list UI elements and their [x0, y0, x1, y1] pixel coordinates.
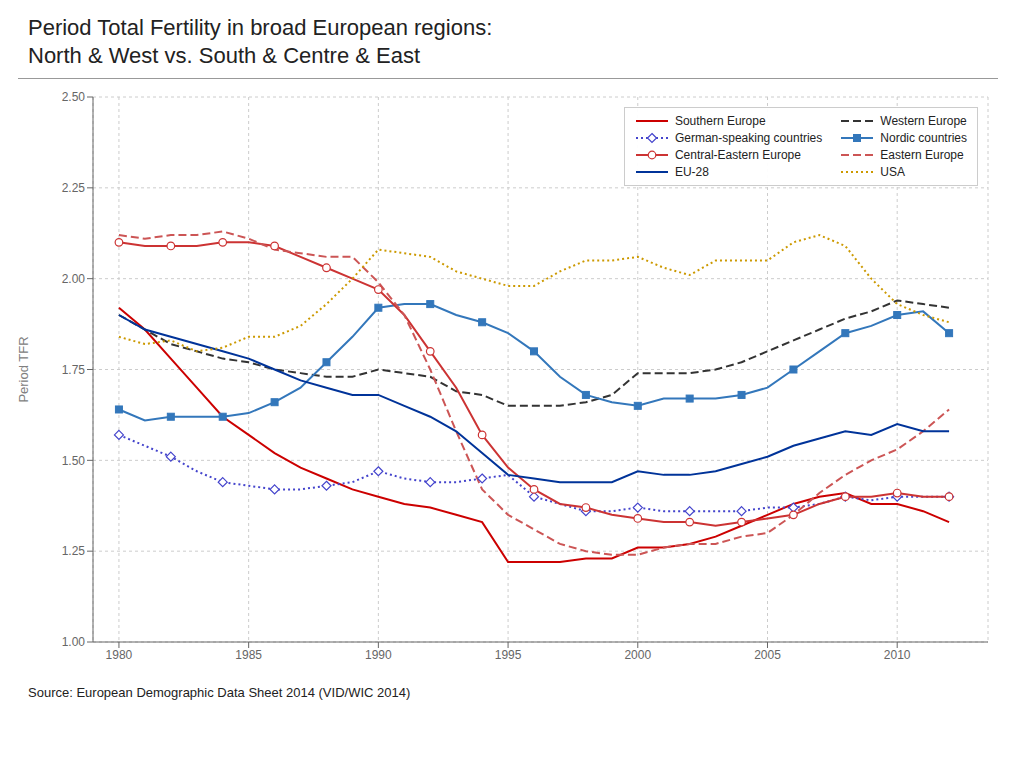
svg-text:2000: 2000 [624, 648, 651, 662]
html-text:EU-28: EU-28 [674, 165, 709, 179]
svg-text:1995: 1995 [495, 648, 522, 662]
html-text:Nordic countries: Nordic countries [880, 131, 967, 145]
svg-text:1990: 1990 [365, 648, 392, 662]
svg-text:2010: 2010 [884, 648, 911, 662]
html-text:USA: USA [880, 165, 905, 179]
html-text:Source: European Demographic D: Source: European Demographic Data Sheet … [28, 685, 411, 700]
svg-text:1980: 1980 [106, 648, 133, 662]
svg-text:Period TFR: Period TFR [16, 336, 31, 402]
svg-text:2.25: 2.25 [62, 181, 86, 195]
html-text:Central-Eastern Europe: Central-Eastern Europe [674, 148, 801, 162]
svg-text:1.50: 1.50 [62, 454, 86, 468]
svg-text:1.00: 1.00 [62, 635, 86, 649]
svg-text:1985: 1985 [235, 648, 262, 662]
svg-text:2.50: 2.50 [62, 90, 86, 104]
html-text:North & West vs. South & Centr: North & West vs. South & Centre & East [28, 43, 421, 68]
html-text:Southern Europe: Southern Europe [674, 114, 766, 128]
svg-text:2.00: 2.00 [62, 272, 86, 286]
html-text:Period Total Fertility in broa: Period Total Fertility in broad European… [28, 15, 493, 40]
svg-text:2005: 2005 [754, 648, 781, 662]
svg-text:1.75: 1.75 [62, 363, 86, 377]
html-text:Western Europe: Western Europe [880, 114, 967, 128]
html-text:German-speaking countries: German-speaking countries [674, 131, 823, 145]
html-text:Eastern Europe: Eastern Europe [880, 148, 964, 162]
svg-text:1.25: 1.25 [62, 544, 86, 558]
